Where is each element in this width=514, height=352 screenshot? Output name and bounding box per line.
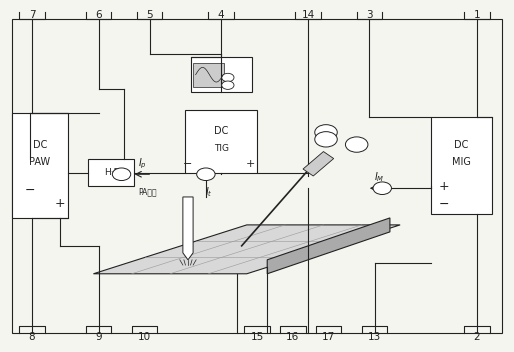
Text: −: −	[438, 197, 449, 210]
Text: 16: 16	[286, 332, 300, 342]
Text: DC: DC	[454, 140, 469, 150]
Text: −: −	[24, 183, 35, 196]
Text: 1: 1	[473, 10, 480, 20]
Text: TIG: TIG	[214, 144, 229, 152]
Text: 9: 9	[95, 332, 102, 342]
Text: 14: 14	[302, 10, 315, 20]
Circle shape	[315, 125, 337, 140]
Text: PAW: PAW	[29, 157, 50, 167]
Text: 8: 8	[29, 332, 35, 342]
Polygon shape	[183, 197, 193, 260]
FancyBboxPatch shape	[193, 63, 224, 87]
Polygon shape	[94, 225, 247, 323]
FancyBboxPatch shape	[431, 117, 492, 214]
FancyBboxPatch shape	[12, 19, 502, 333]
Circle shape	[315, 132, 337, 147]
Text: 2: 2	[473, 332, 480, 342]
Text: 10: 10	[138, 332, 151, 342]
FancyBboxPatch shape	[88, 158, 134, 187]
FancyBboxPatch shape	[12, 113, 68, 218]
Text: MIG: MIG	[452, 157, 471, 167]
Text: 4: 4	[218, 10, 225, 20]
Text: 7: 7	[29, 10, 35, 20]
Circle shape	[197, 168, 215, 181]
Text: 5: 5	[146, 10, 153, 20]
Circle shape	[222, 73, 234, 82]
Text: $I_t$: $I_t$	[205, 185, 212, 199]
Polygon shape	[303, 152, 334, 176]
Polygon shape	[267, 218, 390, 274]
FancyBboxPatch shape	[186, 109, 257, 172]
Text: DC: DC	[32, 140, 47, 150]
Text: $I_M$: $I_M$	[374, 171, 385, 184]
Text: 6: 6	[95, 10, 102, 20]
Polygon shape	[247, 225, 400, 323]
Text: H·F: H·F	[104, 168, 119, 177]
Text: +: +	[438, 180, 449, 193]
Circle shape	[345, 137, 368, 152]
Polygon shape	[94, 274, 400, 323]
Text: −: −	[183, 159, 193, 169]
Text: +: +	[55, 197, 65, 210]
Text: +: +	[246, 159, 255, 169]
Text: PA电极: PA电极	[138, 187, 156, 196]
Text: 17: 17	[322, 332, 335, 342]
Text: 3: 3	[366, 10, 373, 20]
Circle shape	[113, 168, 131, 181]
FancyBboxPatch shape	[191, 57, 252, 92]
Text: 15: 15	[250, 332, 264, 342]
Polygon shape	[94, 225, 400, 274]
Circle shape	[222, 81, 234, 89]
Circle shape	[373, 182, 392, 195]
Text: $I_p$: $I_p$	[138, 156, 146, 171]
Text: DC: DC	[214, 126, 228, 136]
Text: 13: 13	[368, 332, 381, 342]
